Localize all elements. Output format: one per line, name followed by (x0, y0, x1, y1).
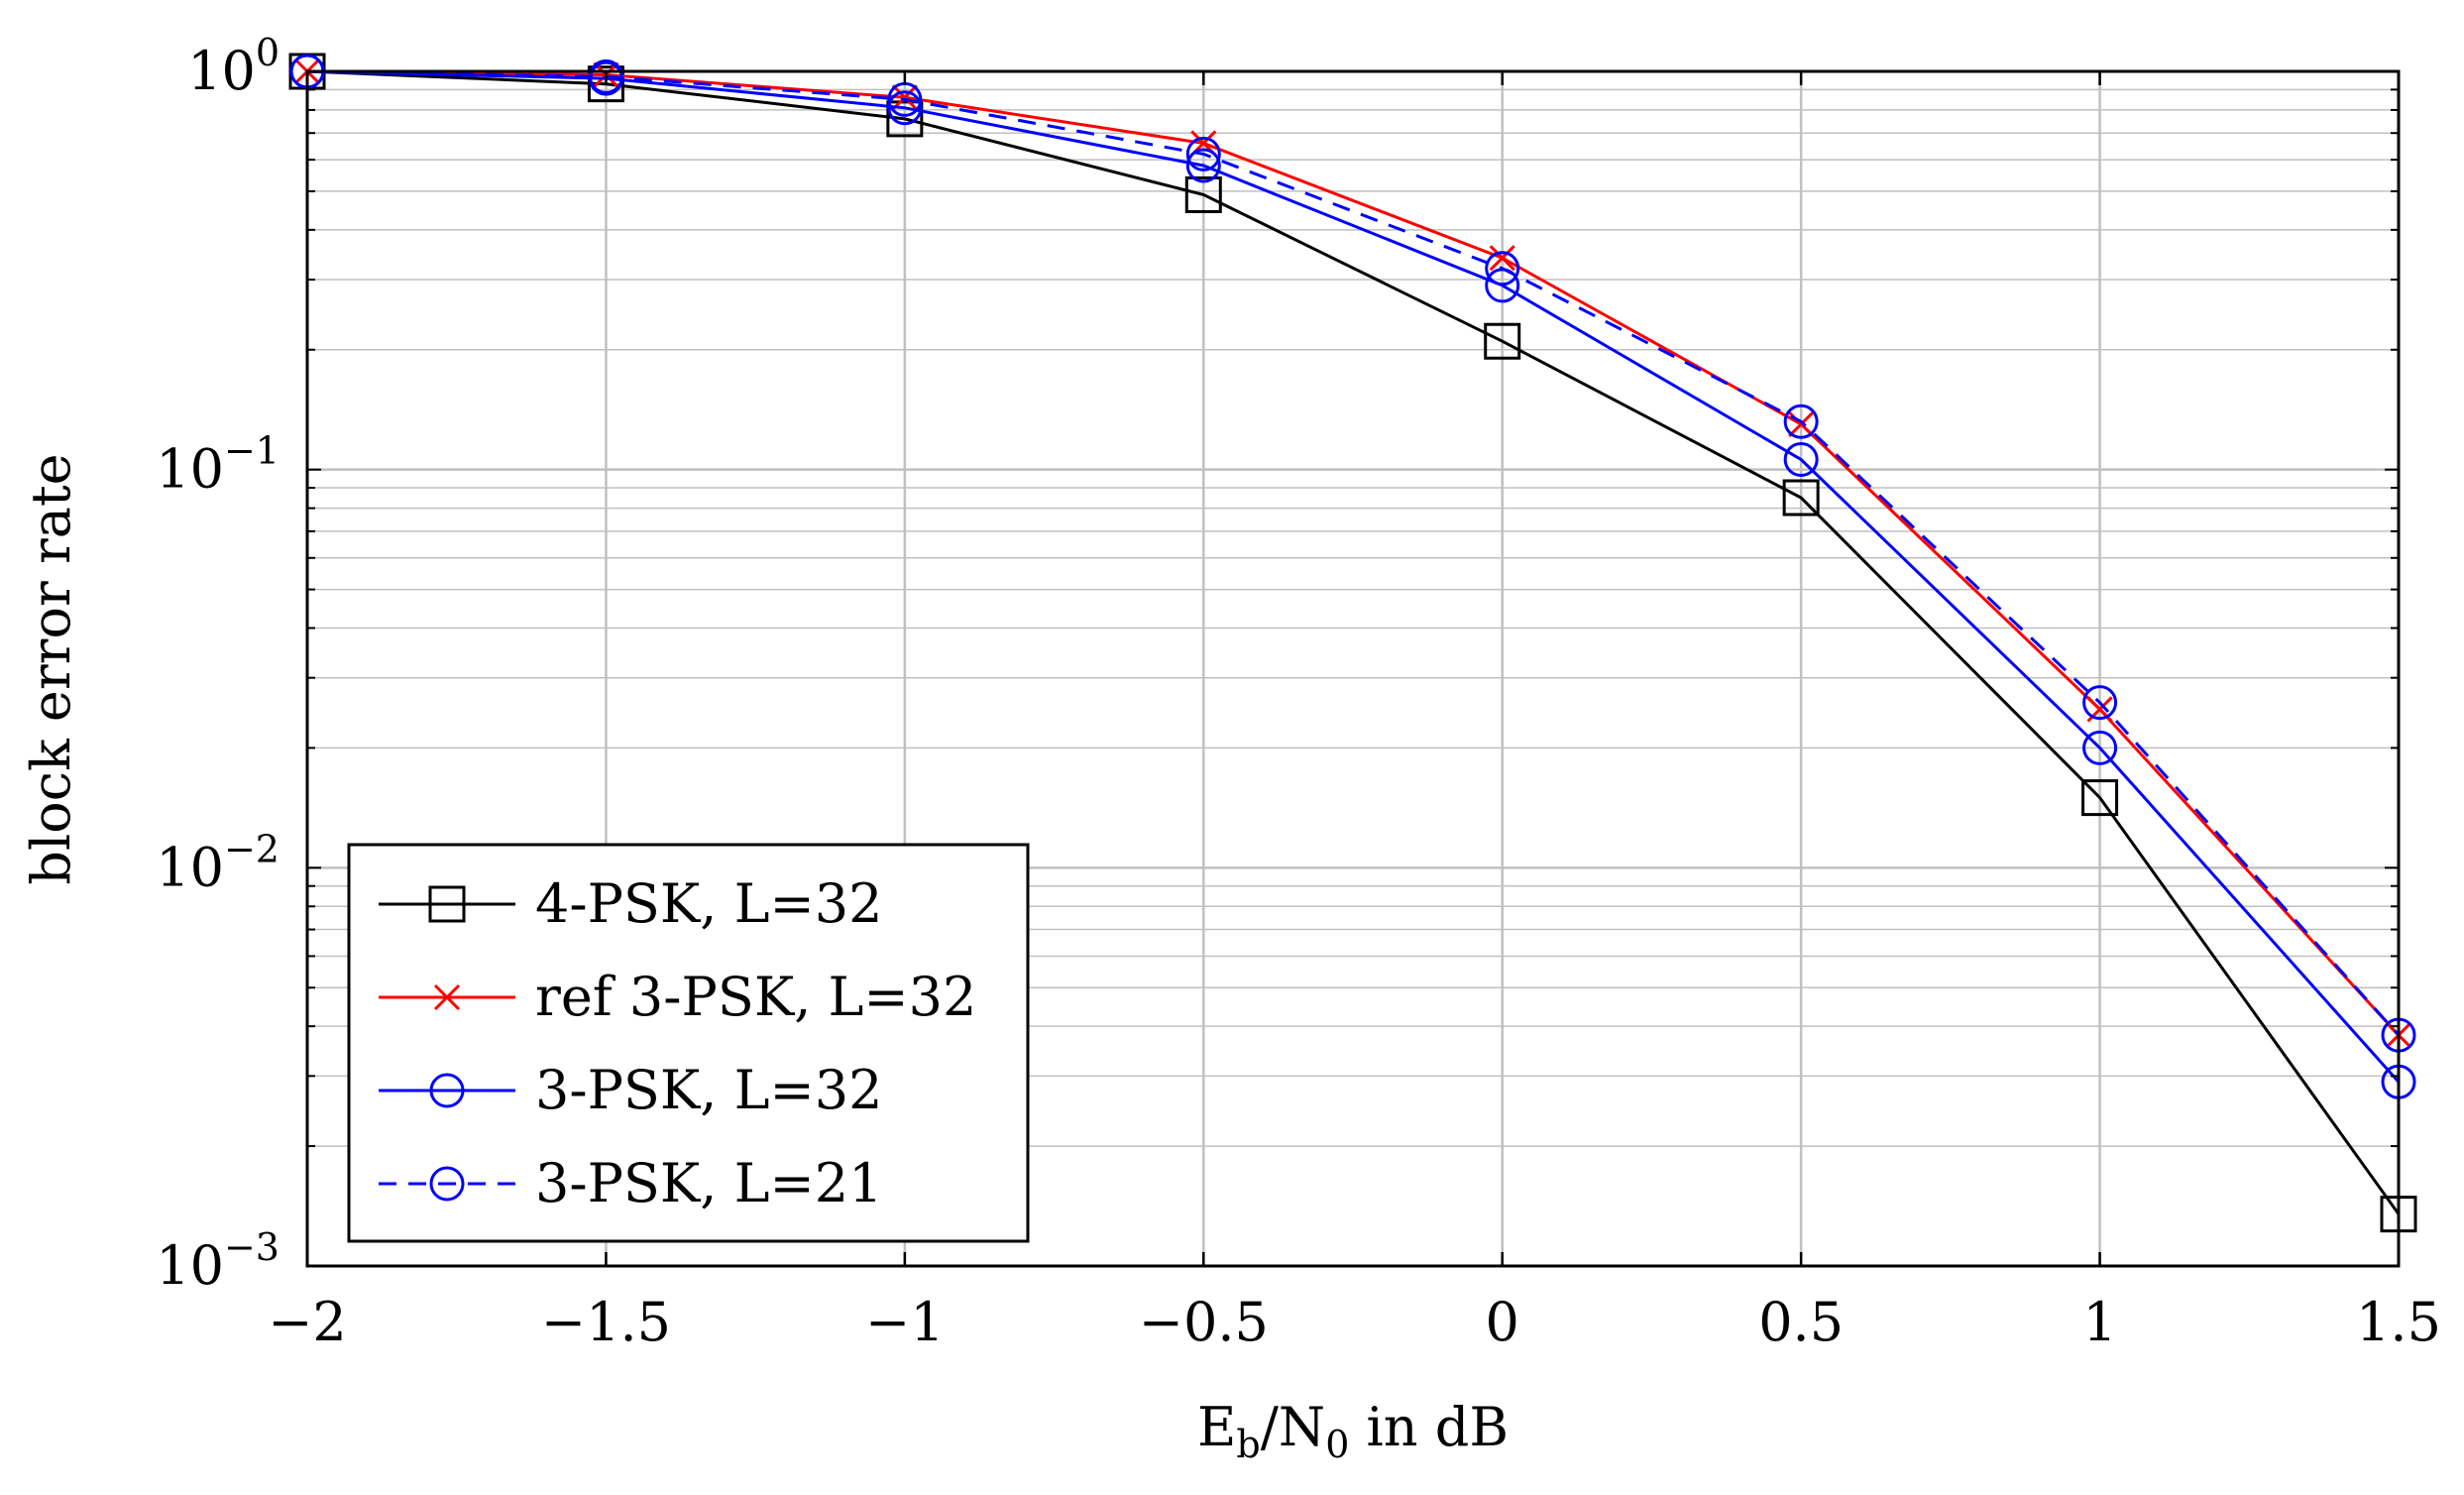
y-tick-label: 10−1 (156, 429, 280, 501)
y-tick-labels: 100 10−1 10−2 10−3 (156, 31, 280, 1297)
series-3 (289, 54, 2416, 1099)
legend-label: 4-PSK, L=32 (535, 872, 882, 935)
legend-label: 3-PSK, L=21 (535, 1152, 882, 1214)
data-point (1484, 322, 1521, 360)
data-point (587, 65, 624, 103)
y-tick-label: 10−3 (156, 1225, 280, 1297)
legend-label: 3-PSK, L=32 (535, 1059, 882, 1121)
x-tick-label: −0.5 (1139, 1291, 1269, 1353)
x-tick-label: 1.5 (2356, 1291, 2441, 1353)
data-point (2081, 779, 2119, 817)
legend-entry: 3-PSK, L=21 (379, 1152, 882, 1214)
series-line (306, 69, 2401, 1084)
x-tick-label: 1 (2082, 1291, 2116, 1353)
legend-marker (433, 983, 461, 1011)
data-point (2082, 730, 2118, 765)
legend-entry: ref 3-PSK, L=32 (379, 966, 976, 1028)
data-point (887, 90, 923, 126)
x-tick-label: 0.5 (1758, 1291, 1844, 1353)
legend-label: ref 3-PSK, L=32 (535, 966, 976, 1028)
data-point (1783, 442, 1819, 478)
x-tick-labels: −2 −1.5 −1 −0.5 0 0.5 1 1.5 (268, 1291, 2441, 1353)
data-point (1783, 403, 1819, 439)
legend-marker (429, 1166, 465, 1202)
legend-entry: 4-PSK, L=32 (379, 872, 882, 935)
x-tick-label: 0 (1486, 1291, 1519, 1353)
data-point (2082, 685, 2118, 721)
data-point (588, 58, 623, 94)
data-point (891, 84, 918, 111)
series-line (306, 69, 2401, 1215)
y-tick-label: 10−2 (156, 827, 280, 898)
data-point (1185, 148, 1221, 183)
legend-marker (429, 1073, 465, 1108)
x-tick-label: −1.5 (541, 1291, 671, 1353)
legend: 4-PSK, L=32 ref 3-PSK, L=32 3-PSK, L=32 3-P… (347, 843, 1030, 1243)
data-point (1489, 245, 1515, 272)
plot-frame (305, 69, 2401, 1268)
data-point (1185, 136, 1221, 172)
data-point (886, 100, 924, 138)
series-layer (288, 53, 2417, 1233)
series-line (306, 69, 2401, 1037)
data-point (1782, 479, 1820, 517)
x-tick-label: −1 (865, 1291, 945, 1353)
legend-marker (428, 885, 466, 923)
x-axis-label: Eb/N0 in dB (1197, 1396, 1509, 1466)
y-tick-label: 100 (187, 31, 280, 102)
ticks (305, 71, 2401, 1267)
y-axis-label: block error rate (20, 453, 82, 884)
data-point (1485, 251, 1520, 287)
data-point (1184, 175, 1222, 213)
x-tick-label: −2 (268, 1291, 347, 1353)
legend-entry: 3-PSK, L=32 (379, 1059, 882, 1121)
